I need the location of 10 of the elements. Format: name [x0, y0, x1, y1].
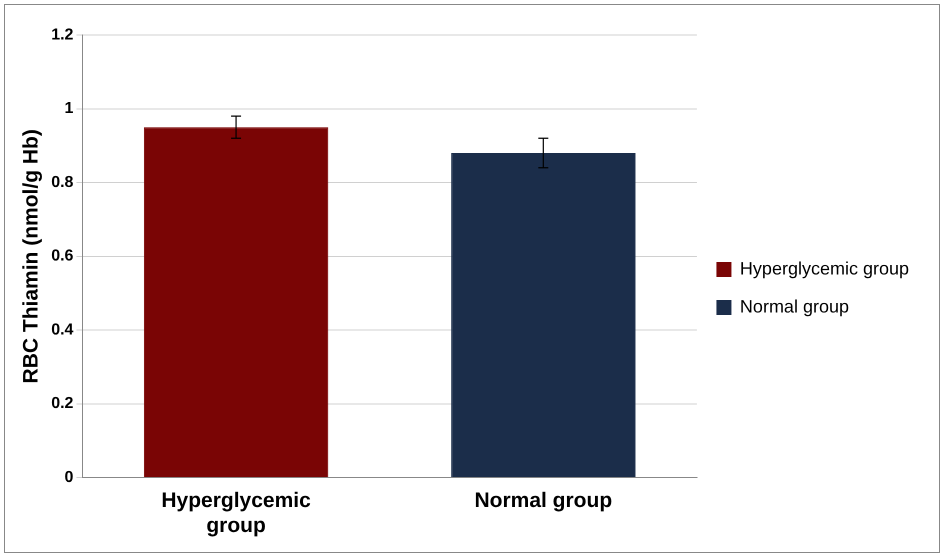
legend-label: Hyperglycemic group	[740, 258, 910, 278]
y-tick-label: 0.6	[51, 248, 74, 265]
y-tick-label: 0	[64, 469, 74, 486]
y-axis-title: RBC Thiamin (nmol/g Hb)	[19, 129, 42, 384]
y-tick-label: 1	[64, 100, 74, 118]
y-tick-label: 1.2	[51, 26, 74, 44]
y-tick-label: 0.4	[51, 321, 74, 338]
y-tick-label: 0.8	[51, 174, 74, 191]
y-tick-label: 0.2	[51, 395, 74, 412]
legend-label: Normal group	[740, 296, 849, 316]
